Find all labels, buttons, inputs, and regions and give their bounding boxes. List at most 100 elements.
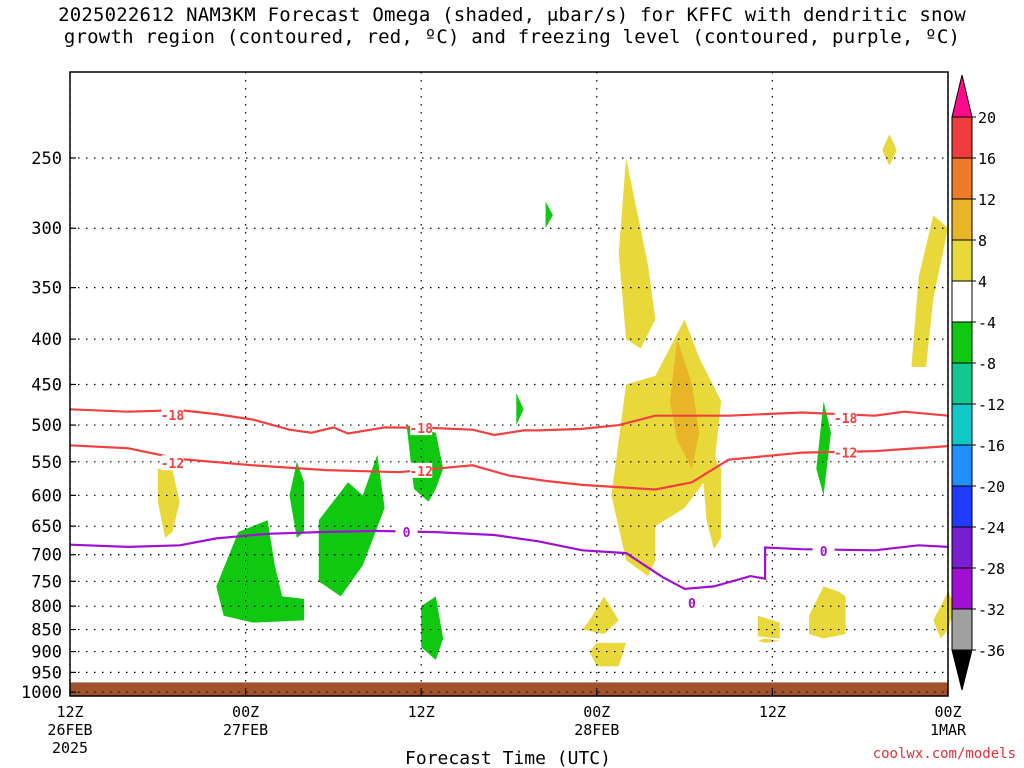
y-tick-label-400: 400 bbox=[31, 330, 62, 350]
contour-label-bg-1-1 bbox=[410, 462, 433, 478]
x-tick-label-2: 12Z bbox=[408, 703, 435, 721]
contour-label-bg-2-0 bbox=[395, 524, 418, 540]
omega-region-11 bbox=[911, 215, 948, 367]
contour-lines: -18 -18 -18 -12 -12 -12 0 0 0 bbox=[69, 406, 949, 612]
omega-region-1 bbox=[582, 596, 619, 635]
colorbar-label-0: 20 bbox=[978, 109, 996, 127]
ground-rect bbox=[70, 682, 948, 696]
colorbar-box-7 bbox=[951, 362, 973, 405]
colorbar-box-3 bbox=[951, 198, 973, 241]
x-tick-label-5: 00Z bbox=[934, 703, 961, 721]
omega-region-19 bbox=[545, 201, 553, 229]
omega-region-10 bbox=[882, 134, 897, 166]
x-tick-label-4: 12Z bbox=[759, 703, 786, 721]
omega-region-8 bbox=[757, 638, 780, 643]
colorbar-label-13: -36 bbox=[978, 642, 1005, 660]
y-tick-label-850: 850 bbox=[31, 621, 62, 641]
colorbar-box-11 bbox=[951, 526, 973, 569]
colorbar-label-9: -20 bbox=[978, 478, 1005, 496]
credit-text: coolwx.com/models bbox=[872, 746, 1016, 762]
colorbar-label-4: 4 bbox=[978, 273, 987, 291]
colorbar-box-12 bbox=[951, 567, 973, 610]
omega-region-9 bbox=[808, 586, 846, 639]
x-tick-date-5: 1MAR bbox=[930, 721, 967, 739]
colorbar-top-arrow bbox=[951, 74, 973, 118]
contour-dendritic-0 bbox=[69, 408, 949, 437]
y-tick-label-900: 900 bbox=[31, 643, 62, 663]
x-axis-title: Forecast Time (UTC) bbox=[405, 748, 611, 768]
colorbar-label-12: -32 bbox=[978, 601, 1005, 619]
y-axis: 250 300 350 400 450 500 550 600 650 700 750 800 8509… bbox=[21, 149, 76, 703]
contour-label-2-0: 0 bbox=[403, 526, 411, 541]
colorbar-label-6: -8 bbox=[978, 355, 996, 373]
x-tick-date-3: 28FEB bbox=[574, 721, 619, 739]
y-tick-label-600: 600 bbox=[31, 486, 62, 506]
omega-shaded-regions bbox=[157, 134, 956, 667]
colorbar-bottom-arrow bbox=[951, 649, 973, 691]
colorbar-label-10: -24 bbox=[978, 519, 1005, 537]
chart-title-line1: 2025022612 NAM3KM Forecast Omega (shaded… bbox=[58, 4, 966, 26]
colorbar-label-2: 12 bbox=[978, 191, 996, 209]
omega-region-5 bbox=[699, 432, 722, 550]
colorbar: 20 16 12 8 4 -4 -8 -12 -16 -20 -24 -28 -32 -36 bbox=[951, 74, 1005, 691]
contour-label-0-2: -18 bbox=[834, 412, 858, 427]
colorbar-box-5 bbox=[951, 280, 973, 323]
omega-region-12 bbox=[933, 591, 956, 639]
omega-region-4 bbox=[611, 319, 722, 577]
colorbar-box-2 bbox=[951, 157, 973, 200]
omega-region-2 bbox=[589, 642, 627, 667]
y-tick-label-1000: 1000 bbox=[21, 683, 62, 703]
y-tick-label-750: 750 bbox=[31, 572, 62, 592]
contour-label-bg-1-0 bbox=[161, 455, 184, 471]
colorbar-box-13 bbox=[951, 608, 973, 651]
x-tick-date-0: 26FEB bbox=[47, 721, 92, 739]
y-tick-label-350: 350 bbox=[31, 279, 62, 299]
colorbar-label-8: -16 bbox=[978, 437, 1005, 455]
omega-region-14 bbox=[289, 461, 305, 538]
omega-region-3 bbox=[618, 157, 656, 349]
y-tick-label-500: 500 bbox=[31, 416, 62, 436]
contour-label-bg-2-2 bbox=[680, 594, 703, 610]
ground-layer bbox=[70, 682, 948, 696]
contour-label-bg-0-2 bbox=[834, 410, 857, 426]
contour-label-bg-0-1 bbox=[410, 420, 433, 436]
omega-region-20 bbox=[816, 401, 831, 496]
y-tick-label-700: 700 bbox=[31, 546, 62, 566]
colorbar-box-8 bbox=[951, 403, 973, 446]
contour-label-1-1: -12 bbox=[409, 465, 432, 480]
contour-dendritic-1 bbox=[69, 444, 949, 491]
x-tick-label-0: 12Z bbox=[56, 703, 83, 721]
contour-label-bg-2-1 bbox=[812, 542, 835, 558]
omega-region-18 bbox=[516, 392, 524, 426]
y-tick-label-250: 250 bbox=[31, 149, 62, 169]
colorbar-box-4 bbox=[951, 239, 973, 282]
contour-label-1-2: -12 bbox=[834, 447, 857, 462]
colorbar-box-6 bbox=[951, 321, 973, 364]
colorbar-label-3: 8 bbox=[978, 232, 987, 250]
omega-region-7 bbox=[757, 615, 780, 639]
contour-label-0-1: -18 bbox=[409, 422, 433, 437]
y-tick-label-300: 300 bbox=[31, 219, 62, 239]
omega-region-6 bbox=[669, 339, 700, 469]
colorbar-label-7: -12 bbox=[978, 396, 1005, 414]
y-tick-label-450: 450 bbox=[31, 375, 62, 395]
omega-region-15 bbox=[318, 454, 385, 597]
x-tick-label-3: 00Z bbox=[583, 703, 610, 721]
contour-freezing_level-2 bbox=[69, 529, 949, 591]
colorbar-label-11: -28 bbox=[978, 560, 1005, 578]
chart-title-line2: growth region (contoured, red, ºC) and f… bbox=[63, 26, 961, 48]
contour-label-bg-1-2 bbox=[834, 444, 857, 460]
contour-label-1-0: -12 bbox=[161, 457, 184, 472]
omega-region-13 bbox=[216, 520, 305, 623]
x-tick-label-1: 00Z bbox=[232, 703, 259, 721]
y-tick-label-550: 550 bbox=[31, 453, 62, 473]
omega-region-17 bbox=[421, 596, 444, 661]
y-tick-label-800: 800 bbox=[31, 597, 62, 617]
contour-label-2-2: 0 bbox=[688, 597, 696, 612]
y-tick-label-650: 650 bbox=[31, 517, 62, 537]
contour-label-2-1: 0 bbox=[820, 545, 828, 560]
colorbar-box-9 bbox=[951, 444, 973, 487]
x-tick-date-1: 27FEB bbox=[223, 721, 268, 739]
